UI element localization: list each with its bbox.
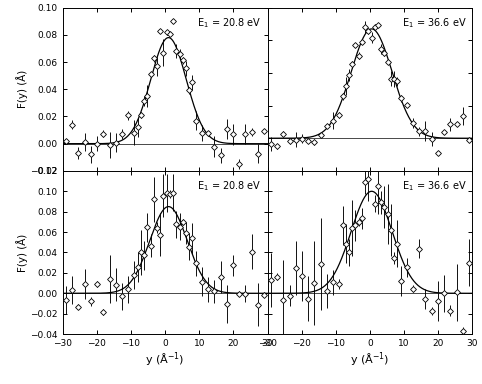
Y-axis label: F(y) (Å): F(y) (Å) <box>15 70 27 108</box>
X-axis label: y (Å$^{-1}$): y (Å$^{-1}$) <box>146 351 185 369</box>
Text: E$_1$ = 20.8 eV: E$_1$ = 20.8 eV <box>197 179 261 193</box>
X-axis label: y (Å$^{-1}$): y (Å$^{-1}$) <box>350 351 389 369</box>
Text: E$_1$ = 20.8 eV: E$_1$ = 20.8 eV <box>197 16 261 30</box>
Y-axis label: F(y) (Å): F(y) (Å) <box>15 233 27 271</box>
Text: E$_1$ = 36.6 eV: E$_1$ = 36.6 eV <box>402 179 466 193</box>
Text: E$_1$ = 36.6 eV: E$_1$ = 36.6 eV <box>402 16 466 30</box>
